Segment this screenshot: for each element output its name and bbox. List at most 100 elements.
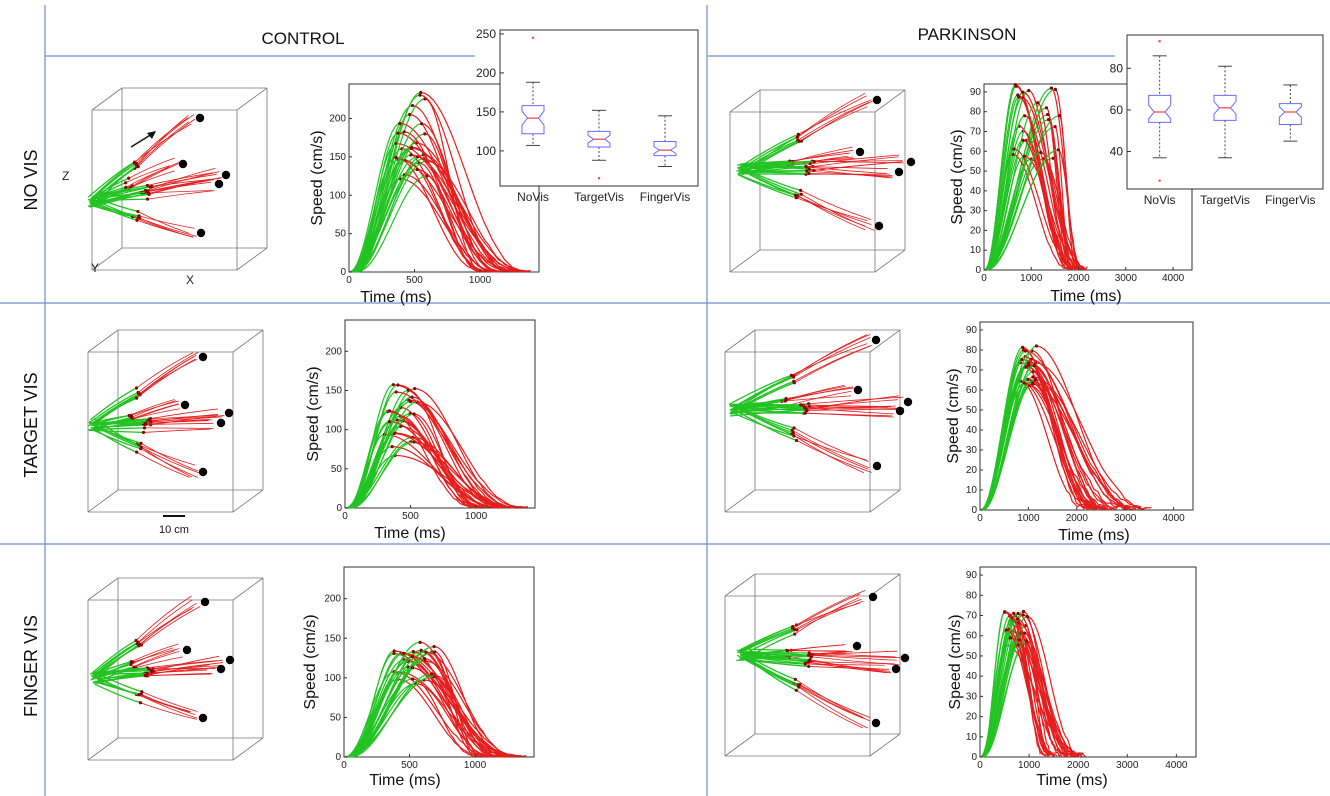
trajectory-acceleration (89, 387, 137, 421)
peak-velocity-marker (135, 450, 139, 454)
trajectory-acceleration (93, 198, 139, 219)
target-dot (221, 170, 231, 180)
trajectory-deceleration (132, 403, 179, 420)
peak-velocity-marker (129, 660, 133, 664)
trajectory-deceleration (800, 190, 872, 220)
y-tick-label: 200 (329, 114, 346, 125)
trajectory-acceleration (740, 160, 790, 165)
peak-velocity-marker (807, 171, 811, 175)
peak-speed-marker (418, 640, 422, 644)
speed-curve-deceleration (1040, 151, 1084, 270)
x-axis-title: Time (ms) (1058, 527, 1129, 544)
trajectory-acceleration (93, 204, 140, 217)
peak-velocity-marker (129, 662, 133, 667)
peak-velocity-marker (793, 677, 797, 681)
direction-arrow (130, 133, 153, 148)
control-peak-speed-box: 100 150 200 250 NoVis TargetVis FingerVis (476, 27, 699, 204)
y-tick-label: 150 (329, 152, 346, 163)
peak-speed-marker (1044, 106, 1049, 110)
box-fingervis (1278, 84, 1302, 142)
x-tick-label: 1000 (1020, 273, 1043, 284)
peak-speed-marker (1032, 364, 1036, 368)
trajectory-deceleration (125, 165, 170, 184)
y-tick-label: 30 (966, 691, 978, 702)
axis-letter-x: X (186, 273, 194, 287)
speed-curve-deceleration (1004, 611, 1083, 758)
target-dot (906, 157, 916, 167)
cube-edge (232, 329, 264, 353)
speed-curve-acceleration (351, 123, 422, 273)
box-category-label: NoVis (517, 190, 549, 204)
trajectory-deceleration (129, 170, 175, 188)
plot-frame (343, 566, 535, 758)
x-tick-label: 2000 (1067, 760, 1090, 771)
cube-edge (724, 733, 756, 757)
trajectory-acceleration (93, 421, 146, 425)
speed-curve-acceleration (349, 122, 401, 273)
trajectory-deceleration (801, 193, 875, 231)
trajectory-acceleration (741, 168, 802, 195)
y-tick-label: 40 (970, 186, 982, 197)
speed-curve-acceleration (983, 88, 1056, 271)
trajectory-deceleration (130, 647, 174, 665)
peak-speed-marker (1027, 88, 1031, 93)
peak-speed-marker (387, 419, 391, 424)
peak-velocity-marker (132, 665, 136, 669)
y-tick-label: 20 (970, 225, 982, 236)
peak-velocity-marker (127, 414, 131, 418)
x-tick-label: 500 (406, 275, 423, 286)
peak-velocity-marker (148, 185, 152, 189)
peak-speed-marker (1008, 636, 1013, 640)
speed-curve-deceleration (1035, 362, 1152, 510)
cube-edge (869, 329, 901, 353)
trajectory-deceleration (808, 654, 897, 661)
x-tick-label: 1000 (469, 275, 492, 286)
trajectory-deceleration (809, 660, 891, 672)
cube-edge (87, 737, 119, 761)
peak-speed-marker (1017, 638, 1021, 642)
trajectory-deceleration (810, 154, 900, 165)
target-dot (895, 406, 905, 416)
trajectory-deceleration (141, 606, 201, 646)
target-dot (852, 641, 862, 651)
peak-velocity-marker (145, 671, 149, 675)
trajectory-deceleration (794, 597, 860, 635)
trajectory-deceleration (147, 190, 215, 200)
trajectory-deceleration (140, 702, 197, 720)
trajectory-deceleration (809, 652, 896, 658)
target-dot (871, 718, 881, 728)
y-tick-label: 60 (966, 631, 978, 642)
speed-curve-deceleration (413, 413, 484, 509)
trajectory-deceleration (809, 659, 892, 674)
trajectory-deceleration (138, 215, 195, 229)
trajectory-acceleration (736, 649, 809, 656)
trajectory-deceleration (808, 396, 904, 405)
trajectory-acceleration (737, 174, 797, 199)
peak-velocity-marker (803, 411, 807, 415)
y-axis-title: Speed (cm/s) (945, 368, 962, 463)
peak-speed-marker (1012, 611, 1016, 615)
trajectory-acceleration (92, 427, 137, 453)
trajectory-deceleration (796, 197, 868, 222)
target-dot (200, 597, 210, 607)
peak-velocity-marker (791, 375, 796, 379)
peak-speed-marker (410, 103, 415, 108)
plot-frame (344, 319, 536, 509)
peak-velocity-marker (793, 628, 797, 632)
speed-curve-deceleration (1048, 119, 1074, 270)
speed-curve-deceleration (412, 104, 503, 273)
speed-curve-acceleration (981, 349, 1024, 511)
peak-speed-marker (391, 383, 395, 387)
trajectory-deceleration (130, 408, 180, 420)
cube-control-target (87, 329, 264, 513)
y-tick-label: 50 (970, 166, 982, 177)
trajectory-acceleration (90, 201, 138, 221)
y-axis-title: Speed (cm/s) (309, 130, 326, 225)
outlier-point (597, 177, 601, 180)
speed-curve-deceleration (1018, 633, 1073, 757)
target-dot (903, 397, 913, 407)
peak-velocity-marker (792, 434, 796, 438)
cube-edge (91, 247, 123, 271)
y-tick-label: 200 (325, 346, 342, 357)
peak-speed-marker (1056, 148, 1060, 152)
